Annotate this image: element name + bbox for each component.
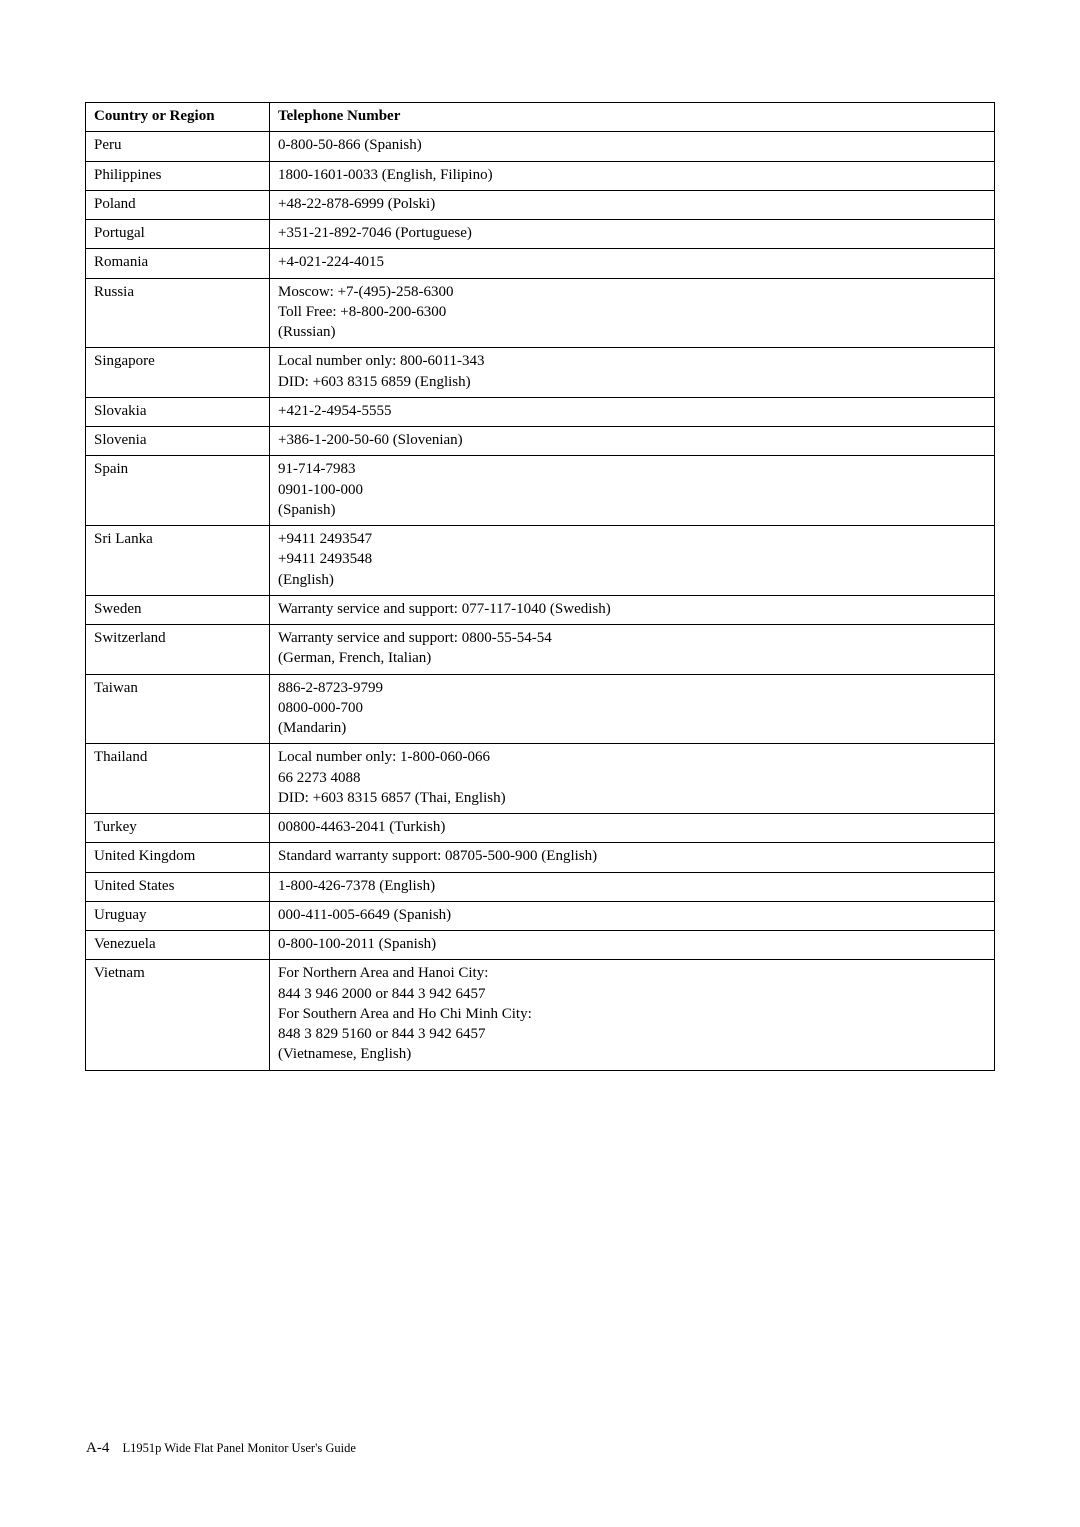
telephone-cell: +421-2-4954-5555 [270,397,995,426]
telephone-cell: 0-800-100-2011 (Spanish) [270,931,995,960]
table-row: SwitzerlandWarranty service and support:… [86,625,995,675]
telephone-cell: 0-800-50-866 (Spanish) [270,132,995,161]
country-cell: Slovenia [86,427,270,456]
table-row: SwedenWarranty service and support: 077-… [86,595,995,624]
table-row: Peru0-800-50-866 (Spanish) [86,132,995,161]
telephone-cell: +386-1-200-50-60 (Slovenian) [270,427,995,456]
country-cell: United Kingdom [86,843,270,872]
country-cell: Romania [86,249,270,278]
country-cell: Sri Lanka [86,526,270,596]
table-body: Peru0-800-50-866 (Spanish)Philippines180… [86,132,995,1070]
telephone-cell: Warranty service and support: 077-117-10… [270,595,995,624]
country-cell: Spain [86,456,270,526]
telephone-cell: Moscow: +7-(495)-258-6300Toll Free: +8-8… [270,278,995,348]
header-telephone: Telephone Number [270,103,995,132]
country-cell: Turkey [86,814,270,843]
country-cell: Peru [86,132,270,161]
country-cell: Taiwan [86,674,270,744]
telephone-cell: 1-800-426-7378 (English) [270,872,995,901]
table-row: Venezuela0-800-100-2011 (Spanish) [86,931,995,960]
table-row: Spain91-714-79830901-100-000(Spanish) [86,456,995,526]
country-cell: Singapore [86,348,270,398]
telephone-cell: Warranty service and support: 0800-55-54… [270,625,995,675]
page-number: A-4 [86,1440,109,1456]
table-row: RussiaMoscow: +7-(495)-258-6300Toll Free… [86,278,995,348]
country-cell: Russia [86,278,270,348]
table-row: Portugal+351-21-892-7046 (Portuguese) [86,220,995,249]
country-cell: Uruguay [86,901,270,930]
table-row: United KingdomStandard warranty support:… [86,843,995,872]
table-row: Poland+48-22-878-6999 (Polski) [86,190,995,219]
table-row: Philippines1800-1601-0033 (English, Fili… [86,161,995,190]
country-cell: Venezuela [86,931,270,960]
telephone-cell: +351-21-892-7046 (Portuguese) [270,220,995,249]
table-header-row: Country or Region Telephone Number [86,103,995,132]
table-row: Uruguay000-411-005-6649 (Spanish) [86,901,995,930]
table-row: Sri Lanka+9411 2493547+9411 2493548(Engl… [86,526,995,596]
footer-title: L1951p Wide Flat Panel Monitor User's Gu… [122,1441,355,1455]
table-row: Romania+4-021-224-4015 [86,249,995,278]
phone-directory-table: Country or Region Telephone Number Peru0… [85,102,995,1071]
page-footer: A-4 L1951p Wide Flat Panel Monitor User'… [86,1440,356,1457]
country-cell: Vietnam [86,960,270,1070]
table-row: United States1-800-426-7378 (English) [86,872,995,901]
country-cell: Sweden [86,595,270,624]
table-row: VietnamFor Northern Area and Hanoi City:… [86,960,995,1070]
table-row: SingaporeLocal number only: 800-6011-343… [86,348,995,398]
table-row: Turkey00800-4463-2041 (Turkish) [86,814,995,843]
telephone-cell: 886-2-8723-97990800-000-700(Mandarin) [270,674,995,744]
country-cell: United States [86,872,270,901]
telephone-cell: 000-411-005-6649 (Spanish) [270,901,995,930]
telephone-cell: +48-22-878-6999 (Polski) [270,190,995,219]
table-row: Slovakia+421-2-4954-5555 [86,397,995,426]
table-row: Taiwan886-2-8723-97990800-000-700(Mandar… [86,674,995,744]
telephone-cell: For Northern Area and Hanoi City:844 3 9… [270,960,995,1070]
telephone-cell: 1800-1601-0033 (English, Filipino) [270,161,995,190]
telephone-cell: 91-714-79830901-100-000(Spanish) [270,456,995,526]
country-cell: Slovakia [86,397,270,426]
country-cell: Poland [86,190,270,219]
telephone-cell: Local number only: 1-800-060-06666 2273 … [270,744,995,814]
telephone-cell: +9411 2493547+9411 2493548(English) [270,526,995,596]
country-cell: Switzerland [86,625,270,675]
table-row: ThailandLocal number only: 1-800-060-066… [86,744,995,814]
header-country: Country or Region [86,103,270,132]
country-cell: Philippines [86,161,270,190]
country-cell: Portugal [86,220,270,249]
telephone-cell: Standard warranty support: 08705-500-900… [270,843,995,872]
country-cell: Thailand [86,744,270,814]
table-row: Slovenia+386-1-200-50-60 (Slovenian) [86,427,995,456]
telephone-cell: +4-021-224-4015 [270,249,995,278]
telephone-cell: Local number only: 800-6011-343DID: +603… [270,348,995,398]
telephone-cell: 00800-4463-2041 (Turkish) [270,814,995,843]
